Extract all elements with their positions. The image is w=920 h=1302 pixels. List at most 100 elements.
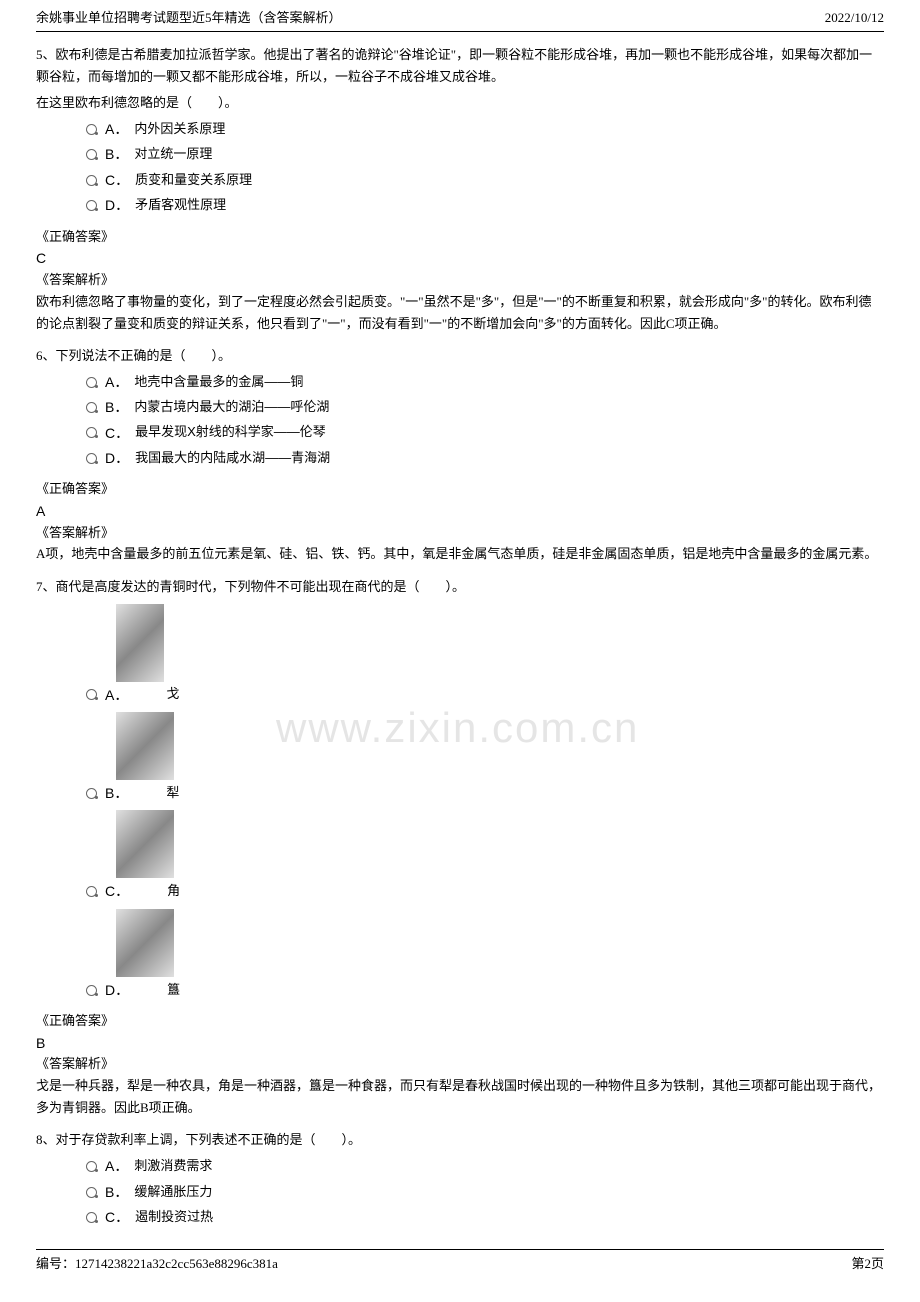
- option-text: 质变和量变关系原理: [135, 170, 252, 191]
- q5-option-d[interactable]: D． 矛盾客观性原理: [86, 194, 884, 216]
- page-header: 余姚事业单位招聘考试题型近5年精选（含答案解析） 2022/10/12: [36, 0, 884, 32]
- q7-option-d[interactable]: D． 簋: [86, 979, 884, 1001]
- radio-icon[interactable]: [86, 788, 97, 799]
- question-5: 5、欧布利德是古希腊麦加拉派哲学家。他提出了著名的诡辩论"谷堆论证"，即一颗谷粒…: [36, 44, 884, 335]
- q6-stem: 6、下列说法不正确的是（ ）。: [36, 345, 884, 367]
- radio-icon[interactable]: [86, 377, 97, 388]
- option-text: 地壳中含量最多的金属——铜: [134, 372, 303, 393]
- option-letter: D．: [105, 447, 129, 469]
- q8-option-c[interactable]: C． 遏制投资过热: [86, 1206, 884, 1228]
- question-8: 8、对于存贷款利率上调，下列表述不正确的是（ ）。 A． 刺激消费需求 B． 缓…: [36, 1129, 884, 1228]
- option-text: 内蒙古境内最大的湖泊——呼伦湖: [134, 397, 329, 418]
- q5-stem-line1: 5、欧布利德是古希腊麦加拉派哲学家。他提出了著名的诡辩论"谷堆论证"，即一颗谷粒…: [36, 44, 884, 88]
- radio-icon[interactable]: [86, 1161, 97, 1172]
- q7-option-c-wrap: C． 角: [36, 810, 884, 902]
- image-caption: 犁: [166, 783, 179, 804]
- q8-stem: 8、对于存贷款利率上调，下列表述不正确的是（ ）。: [36, 1129, 884, 1151]
- analysis-label: 《答案解析》: [36, 1054, 884, 1075]
- header-title: 余姚事业单位招聘考试题型近5年精选（含答案解析）: [36, 8, 342, 29]
- option-letter: A．: [105, 118, 128, 140]
- serial-label: 编号：: [36, 1256, 75, 1271]
- radio-icon[interactable]: [86, 427, 97, 438]
- q8-option-b[interactable]: B． 缓解通胀压力: [86, 1181, 884, 1203]
- q5-answer-block: 《正确答案》 C 《答案解析》 欧布利德忽略了事物量的变化，到了一定程度必然会引…: [36, 227, 884, 335]
- header-date: 2022/10/12: [825, 8, 884, 29]
- footer-serial: 编号：12714238221a32c2cc563e88296c381a: [36, 1254, 278, 1275]
- q7-answer-block: 《正确答案》 B 《答案解析》 戈是一种兵器，犁是一种农具，角是一种酒器，簋是一…: [36, 1011, 884, 1119]
- q7-option-a[interactable]: A． 戈: [86, 684, 884, 706]
- q6-option-a[interactable]: A． 地壳中含量最多的金属——铜: [86, 371, 884, 393]
- answer-label: 《正确答案》: [36, 1011, 884, 1032]
- radio-icon[interactable]: [86, 149, 97, 160]
- option-letter: D．: [105, 194, 129, 216]
- q7-option-b-wrap: B． 犁: [36, 712, 884, 804]
- option-text: 对立统一原理: [134, 144, 212, 165]
- q6-option-d[interactable]: D． 我国最大的内陆咸水湖——青海湖: [86, 447, 884, 469]
- q7-option-c[interactable]: C． 角: [86, 880, 884, 902]
- radio-icon[interactable]: [86, 453, 97, 464]
- q5-options: A． 内外因关系原理 B． 对立统一原理 C． 质变和量变关系原理 D． 矛盾客…: [36, 118, 884, 217]
- answer-label: 《正确答案》: [36, 479, 884, 500]
- q7-option-a-wrap: A． 戈: [36, 604, 884, 706]
- option-text: 最早发现X射线的科学家——伦琴: [135, 422, 326, 443]
- artifact-image-ge: [116, 604, 164, 682]
- option-letter: A．: [105, 1155, 128, 1177]
- q5-option-a[interactable]: A． 内外因关系原理: [86, 118, 884, 140]
- answer-value: C: [36, 247, 884, 269]
- option-letter: D．: [105, 979, 129, 1001]
- q6-option-c[interactable]: C． 最早发现X射线的科学家——伦琴: [86, 422, 884, 444]
- q7-stem: 7、商代是高度发达的青铜时代，下列物件不可能出现在商代的是（ ）。: [36, 576, 884, 598]
- radio-icon[interactable]: [86, 886, 97, 897]
- q8-options: A． 刺激消费需求 B． 缓解通胀压力 C． 遏制投资过热: [36, 1155, 884, 1228]
- option-letter: C．: [105, 880, 129, 902]
- artifact-image-jue: [116, 810, 174, 878]
- image-caption: 戈: [166, 684, 179, 705]
- question-6: 6、下列说法不正确的是（ ）。 A． 地壳中含量最多的金属——铜 B． 内蒙古境…: [36, 345, 884, 566]
- radio-icon[interactable]: [86, 402, 97, 413]
- analysis-label: 《答案解析》: [36, 270, 884, 291]
- page-footer: 编号：12714238221a32c2cc563e88296c381a 第2页: [36, 1249, 884, 1275]
- option-text: 缓解通胀压力: [134, 1182, 212, 1203]
- footer-page: 第2页: [851, 1254, 884, 1275]
- q8-option-a[interactable]: A． 刺激消费需求: [86, 1155, 884, 1177]
- radio-icon[interactable]: [86, 124, 97, 135]
- q6-answer-block: 《正确答案》 A 《答案解析》 A项，地壳中含量最多的前五位元素是氧、硅、铝、铁…: [36, 479, 884, 565]
- option-letter: C．: [105, 1206, 129, 1228]
- q5-stem-line2: 在这里欧布利德忽略的是（ ）。: [36, 92, 884, 114]
- artifact-image-li: [116, 712, 174, 780]
- radio-icon[interactable]: [86, 689, 97, 700]
- option-letter: A．: [105, 371, 128, 393]
- q5-option-c[interactable]: C． 质变和量变关系原理: [86, 169, 884, 191]
- radio-icon[interactable]: [86, 1187, 97, 1198]
- option-letter: B．: [105, 782, 128, 804]
- radio-icon[interactable]: [86, 1212, 97, 1223]
- answer-value: A: [36, 500, 884, 522]
- image-caption: 簋: [167, 980, 180, 1001]
- q6-option-b[interactable]: B． 内蒙古境内最大的湖泊——呼伦湖: [86, 396, 884, 418]
- q6-options: A． 地壳中含量最多的金属——铜 B． 内蒙古境内最大的湖泊——呼伦湖 C． 最…: [36, 371, 884, 470]
- answer-label: 《正确答案》: [36, 227, 884, 248]
- q7-option-b[interactable]: B． 犁: [86, 782, 884, 804]
- option-text: 内外因关系原理: [134, 119, 225, 140]
- option-letter: B．: [105, 143, 128, 165]
- analysis-text: A项，地壳中含量最多的前五位元素是氧、硅、铝、铁、钙。其中，氧是非金属气态单质，…: [36, 543, 884, 565]
- question-7: 7、商代是高度发达的青铜时代，下列物件不可能出现在商代的是（ ）。 A． 戈 B…: [36, 576, 884, 1120]
- option-text: 矛盾客观性原理: [135, 195, 226, 216]
- option-letter: B．: [105, 396, 128, 418]
- image-caption: 角: [167, 881, 180, 902]
- option-letter: C．: [105, 169, 129, 191]
- radio-icon[interactable]: [86, 175, 97, 186]
- serial-value: 12714238221a32c2cc563e88296c381a: [75, 1256, 278, 1271]
- option-text: 我国最大的内陆咸水湖——青海湖: [135, 448, 330, 469]
- q5-option-b[interactable]: B． 对立统一原理: [86, 143, 884, 165]
- option-letter: B．: [105, 1181, 128, 1203]
- content-area: www.zixin.com.cn 5、欧布利德是古希腊麦加拉派哲学家。他提出了著…: [36, 44, 884, 1229]
- answer-value: B: [36, 1032, 884, 1054]
- option-letter: A．: [105, 684, 128, 706]
- q7-option-d-wrap: D． 簋: [36, 909, 884, 1001]
- radio-icon[interactable]: [86, 985, 97, 996]
- option-letter: C．: [105, 422, 129, 444]
- analysis-label: 《答案解析》: [36, 523, 884, 544]
- radio-icon[interactable]: [86, 200, 97, 211]
- analysis-text: 欧布利德忽略了事物量的变化，到了一定程度必然会引起质变。"一"虽然不是"多"，但…: [36, 291, 884, 335]
